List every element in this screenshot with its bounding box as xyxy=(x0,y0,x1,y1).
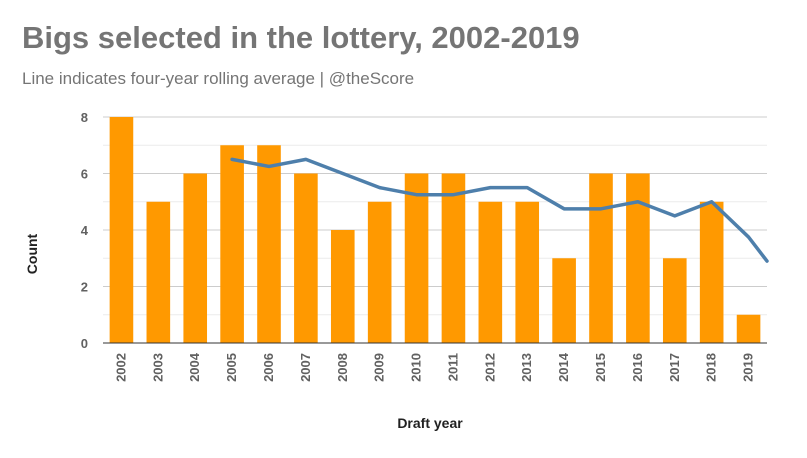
chart-subtitle: Line indicates four-year rolling average… xyxy=(22,69,415,88)
x-tick-label: 2007 xyxy=(298,353,313,382)
y-tick-label: 8 xyxy=(81,110,88,125)
bar-2013 xyxy=(515,201,540,343)
x-tick-label: 2009 xyxy=(372,353,387,382)
x-tick-label: 2018 xyxy=(704,353,719,382)
x-tick-label: 2015 xyxy=(593,353,608,382)
x-tick-label: 2011 xyxy=(445,353,460,381)
x-tick-label: 2010 xyxy=(409,353,424,382)
bars xyxy=(109,117,761,343)
x-tick-label: 2004 xyxy=(187,352,202,382)
bar-2006 xyxy=(257,145,281,343)
y-axis-title: Count xyxy=(24,233,40,274)
bar-2018 xyxy=(699,201,724,343)
x-tick-label: 2002 xyxy=(113,353,128,382)
x-axis-title: Draft year xyxy=(397,415,463,431)
x-tick-label: 2019 xyxy=(741,353,756,382)
bar-2012 xyxy=(478,201,503,343)
bar-2008 xyxy=(330,230,355,343)
x-tick-label: 2005 xyxy=(224,353,239,382)
bar-2010 xyxy=(404,173,429,343)
x-tick-label: 2008 xyxy=(335,353,350,382)
bar-2005 xyxy=(220,145,244,343)
bar-2003 xyxy=(146,201,171,343)
y-tick-labels: 0 2 4 6 8 xyxy=(81,110,89,351)
y-tick-label: 6 xyxy=(81,167,88,182)
rolling-average-line xyxy=(230,157,769,263)
bar-2019 xyxy=(736,314,761,343)
x-tick-label: 2014 xyxy=(556,352,571,382)
y-tick-label: 2 xyxy=(81,280,88,295)
x-tick-labels: 2002 2003 2004 2005 2006 2007 2008 2009 2010 2011… xyxy=(113,352,755,382)
x-tick-label: 2017 xyxy=(667,353,682,382)
bar-2015 xyxy=(589,173,613,343)
chart-title: Bigs selected in the lottery, 2002-2019 xyxy=(22,20,580,55)
x-tick-label: 2016 xyxy=(630,353,645,382)
bar-2011 xyxy=(441,173,466,343)
bar-2017 xyxy=(662,258,687,343)
x-tick-label: 2012 xyxy=(482,353,497,382)
bar-2009 xyxy=(367,201,392,343)
y-tick-label: 0 xyxy=(81,336,88,351)
x-tick-label: 2006 xyxy=(261,353,276,382)
y-tick-label: 4 xyxy=(81,223,89,238)
bar-2002 xyxy=(109,117,134,343)
rolling-average-polyline xyxy=(230,157,769,263)
x-tick-label: 2013 xyxy=(519,353,534,382)
bar-2014 xyxy=(552,258,576,343)
bar-2004 xyxy=(183,173,208,343)
bar-2007 xyxy=(294,173,318,343)
x-tick-label: 2003 xyxy=(150,353,165,382)
bar-2016 xyxy=(626,173,650,343)
